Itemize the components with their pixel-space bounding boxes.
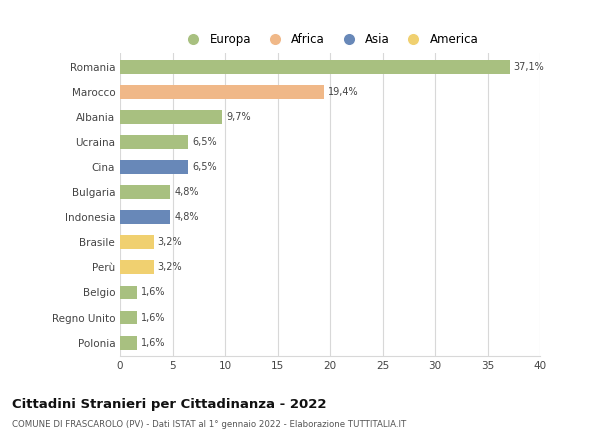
Text: COMUNE DI FRASCAROLO (PV) - Dati ISTAT al 1° gennaio 2022 - Elaborazione TUTTITA: COMUNE DI FRASCAROLO (PV) - Dati ISTAT a… [12,420,406,429]
Text: 6,5%: 6,5% [193,162,217,172]
Text: 3,2%: 3,2% [158,262,182,272]
Text: 9,7%: 9,7% [226,112,251,122]
Bar [120,185,170,199]
Legend: Europa, Africa, Asia, America: Europa, Africa, Asia, America [176,28,484,51]
Bar [120,210,170,224]
Bar [120,286,137,299]
Text: 6,5%: 6,5% [193,137,217,147]
Bar [120,135,188,149]
Bar [120,85,324,99]
Bar [120,260,154,274]
Bar [120,60,509,73]
Text: 1,6%: 1,6% [141,312,166,323]
Bar [120,235,154,249]
Text: 4,8%: 4,8% [175,212,199,222]
Bar [120,311,137,324]
Text: Cittadini Stranieri per Cittadinanza - 2022: Cittadini Stranieri per Cittadinanza - 2… [12,398,326,411]
Text: 1,6%: 1,6% [141,287,166,297]
Text: 3,2%: 3,2% [158,237,182,247]
Bar [120,160,188,174]
Bar [120,336,137,349]
Text: 19,4%: 19,4% [328,87,359,97]
Text: 1,6%: 1,6% [141,337,166,348]
Text: 4,8%: 4,8% [175,187,199,197]
Text: 37,1%: 37,1% [514,62,545,72]
Bar [120,110,222,124]
